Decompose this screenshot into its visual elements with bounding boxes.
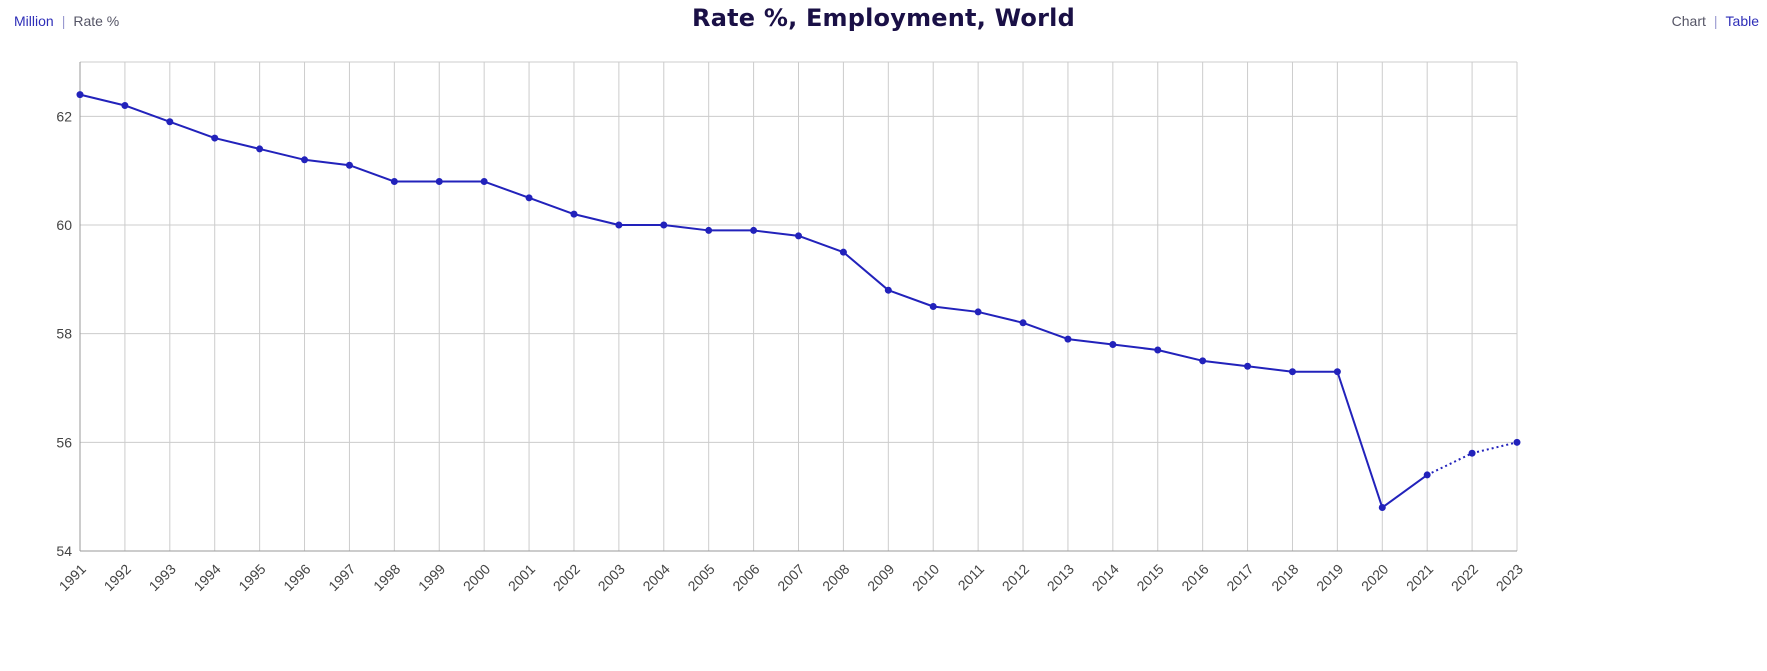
data-point (166, 118, 174, 126)
x-tick-label: 2014 (1089, 561, 1122, 594)
x-tick-label: 2023 (1493, 561, 1526, 594)
data-point (1333, 368, 1341, 376)
x-tick-label: 2009 (864, 561, 897, 594)
data-point (1244, 362, 1252, 370)
x-tick-label: 2016 (1178, 561, 1211, 594)
unit-toggle: Million | Rate % (14, 13, 119, 29)
y-tick-label: 60 (56, 217, 72, 233)
y-tick-label: 62 (56, 108, 72, 124)
y-tick-label: 56 (56, 434, 72, 450)
data-point (1423, 471, 1431, 479)
x-tick-label: 2020 (1358, 561, 1391, 594)
chart-title: Rate %, Employment, World (692, 4, 1075, 32)
data-point (301, 156, 309, 164)
data-point (1109, 341, 1117, 349)
unit-toggle-separator: | (61, 13, 66, 29)
x-tick-label: 2003 (595, 561, 628, 594)
table-view-link[interactable]: Table (1725, 13, 1759, 29)
million-toggle-link[interactable]: Million (14, 13, 54, 29)
data-point (1378, 504, 1386, 512)
series (76, 91, 1521, 512)
data-point (211, 134, 219, 142)
x-tick-label: 2011 (955, 561, 988, 594)
data-point (435, 178, 443, 186)
x-tick-label: 2001 (505, 561, 538, 594)
x-tick-label: 2006 (729, 561, 762, 594)
data-point (705, 226, 713, 234)
data-point (76, 91, 84, 99)
x-tick-label: 2010 (909, 561, 942, 594)
x-tick-label: 2019 (1313, 561, 1346, 594)
data-point (1199, 357, 1207, 365)
data-point (480, 178, 488, 186)
data-point (121, 101, 129, 109)
chart-view-link[interactable]: Chart (1671, 13, 1706, 29)
x-tick-label: 1995 (235, 561, 268, 594)
x-tick-label: 2002 (550, 561, 583, 594)
data-point (795, 232, 802, 240)
x-tick-label: 2022 (1448, 561, 1481, 594)
x-tick-label: 2007 (774, 561, 807, 594)
x-tick-label: 1998 (370, 561, 403, 594)
data-point (929, 303, 937, 310)
x-tick-label: 2017 (1223, 561, 1256, 594)
x-tick-label: 2013 (1044, 561, 1077, 594)
x-tick-label: 2012 (999, 561, 1032, 594)
tick-labels: 54 56 58 60 62 1991 1992 1993 1994 1995 1996 1997 19… (56, 108, 1526, 594)
data-point (1288, 368, 1296, 376)
data-point (974, 308, 982, 316)
x-tick-label: 1999 (415, 561, 448, 594)
data-point (570, 210, 578, 218)
x-tick-label: 2018 (1268, 561, 1301, 594)
rate-toggle-link[interactable]: Rate % (73, 13, 120, 29)
data-point (1019, 319, 1027, 327)
data-point (1064, 335, 1072, 343)
x-tick-label: 1991 (56, 561, 89, 594)
data-point (750, 226, 758, 234)
data-point (256, 145, 264, 153)
y-tick-label: 58 (56, 326, 72, 342)
view-toggle-separator: | (1713, 13, 1718, 29)
x-tick-label: 1996 (280, 561, 313, 594)
axes (79, 61, 1518, 552)
x-tick-label: 1992 (101, 561, 134, 594)
y-tick-label: 54 (56, 543, 72, 559)
view-toggle: Chart | Table (1672, 13, 1759, 29)
x-tick-label: 1994 (190, 561, 223, 594)
x-tick-label: 2004 (639, 561, 672, 594)
x-tick-label: 2015 (1133, 561, 1166, 594)
data-point (345, 161, 353, 169)
grid (79, 62, 1518, 552)
data-point (1513, 438, 1521, 446)
data-point (390, 178, 398, 186)
data-point (660, 221, 668, 229)
data-point (839, 248, 847, 256)
data-point (1468, 449, 1476, 457)
x-tick-label: 2008 (819, 561, 852, 594)
x-tick-label: 2000 (460, 561, 493, 594)
x-tick-label: 2005 (684, 561, 717, 594)
data-point (1154, 346, 1162, 354)
x-tick-label: 2021 (1403, 561, 1436, 594)
data-point (525, 194, 533, 202)
x-tick-label: 1993 (146, 561, 179, 594)
series-projection-line (1426, 441, 1518, 476)
data-point (615, 221, 623, 229)
data-point (884, 286, 892, 294)
x-tick-label: 1997 (325, 561, 358, 594)
